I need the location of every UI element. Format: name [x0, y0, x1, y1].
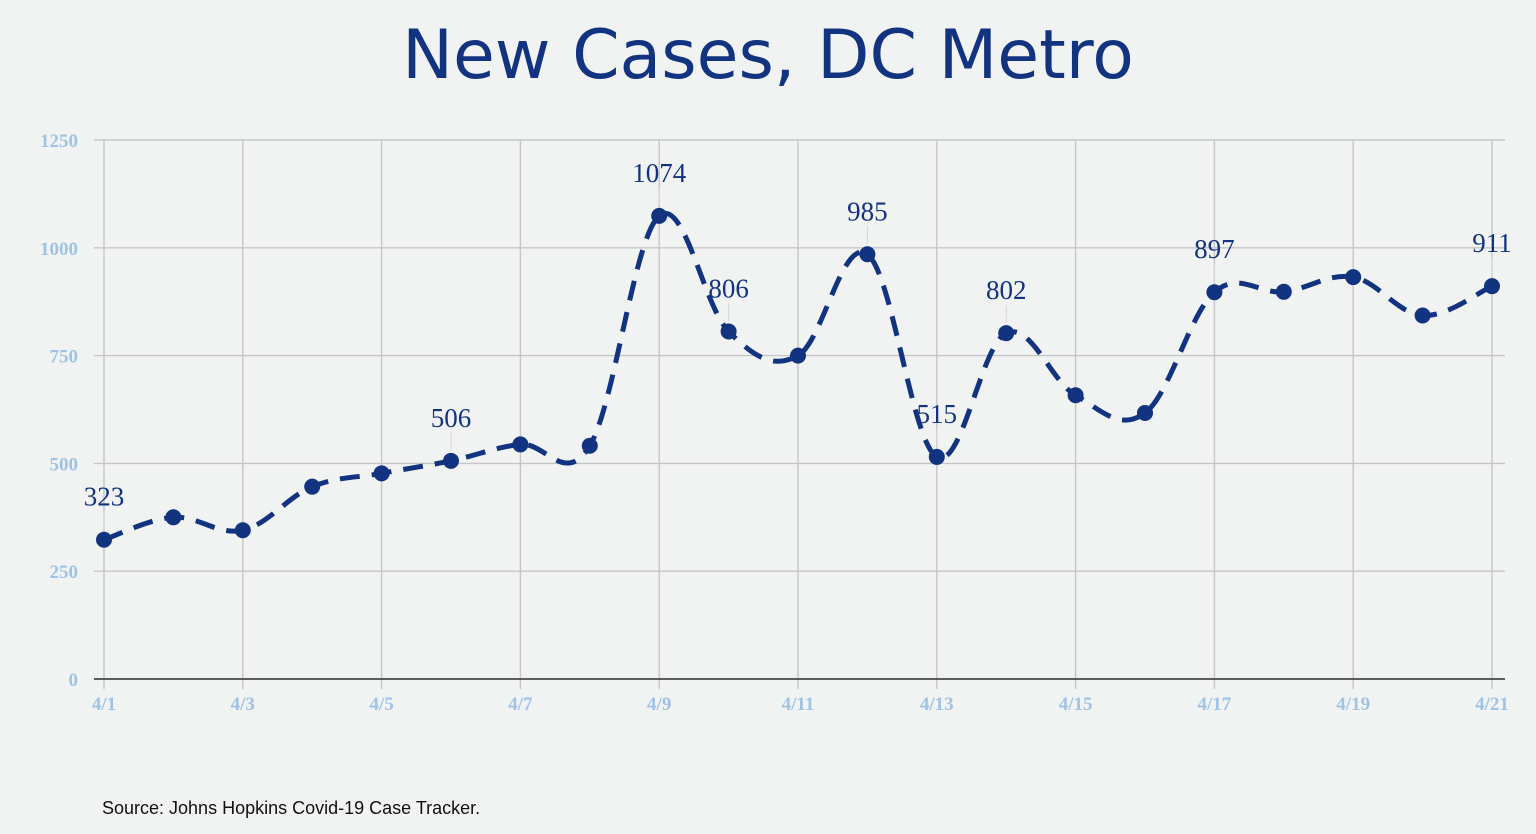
y-tick-label: 750 — [50, 347, 79, 368]
data-point — [928, 448, 945, 465]
data-point — [165, 509, 182, 526]
data-label: 985 — [847, 196, 888, 226]
data-point — [443, 452, 459, 469]
data-label: 323 — [84, 482, 125, 512]
data-label: 802 — [986, 275, 1027, 305]
data-label: 515 — [917, 399, 958, 429]
y-tick-label: 500 — [50, 454, 79, 475]
y-tick-label: 0 — [69, 670, 79, 691]
data-label: 806 — [708, 273, 749, 303]
data-point — [304, 478, 321, 495]
data-point — [373, 465, 390, 482]
data-point — [1137, 404, 1153, 421]
x-tick-label: 4/9 — [647, 694, 671, 715]
data-point — [1345, 269, 1362, 286]
data-point — [998, 325, 1015, 342]
data-point — [1414, 307, 1431, 324]
x-tick-label: 4/5 — [369, 694, 393, 715]
data-point — [581, 437, 598, 454]
y-tick-label: 1000 — [40, 239, 78, 260]
data-labels-layer: 323 506 1074 806 985 515 802 897 911 — [84, 158, 1512, 530]
data-label: 911 — [1472, 228, 1512, 258]
data-label: 506 — [431, 403, 472, 433]
data-label: 1074 — [632, 158, 687, 188]
data-point — [859, 246, 876, 263]
y-tick-label: 250 — [50, 562, 79, 583]
data-point — [1067, 387, 1084, 404]
grid-layer — [94, 139, 1505, 689]
data-point — [1275, 283, 1292, 300]
data-point — [512, 436, 529, 453]
x-tick-label: 4/15 — [1059, 694, 1093, 715]
data-point — [1206, 284, 1223, 301]
data-point — [234, 522, 251, 539]
data-point — [720, 323, 737, 340]
line-chart: 0 250 500 750 1000 1250 4/1 4/3 4/5 4/7 4/9 4/11 4/1… — [40, 131, 1512, 715]
data-point — [651, 207, 668, 224]
x-tick-label: 4/7 — [508, 694, 533, 715]
x-tick-label: 4/1 — [92, 694, 116, 715]
data-point — [96, 531, 112, 548]
data-label: 897 — [1194, 234, 1235, 264]
data-point — [1484, 278, 1500, 295]
chart-title: New Cases, DC Metro — [402, 16, 1134, 95]
x-tick-label: 4/3 — [231, 694, 255, 715]
data-point — [790, 347, 806, 364]
x-tick-label: 4/21 — [1475, 694, 1509, 715]
series-layer — [96, 207, 1500, 548]
y-tick-label: 1250 — [40, 131, 78, 152]
source-note: Source: Johns Hopkins Covid-19 Case Trac… — [102, 798, 481, 818]
x-tick-label: 4/13 — [920, 694, 954, 715]
x-tick-label: 4/11 — [782, 694, 815, 715]
x-tick-label: 4/17 — [1198, 694, 1232, 715]
axes-layer: 0 250 500 750 1000 1250 4/1 4/3 4/5 4/7 4/9 4/11 4/1… — [40, 131, 1509, 715]
x-tick-label: 4/19 — [1336, 694, 1370, 715]
